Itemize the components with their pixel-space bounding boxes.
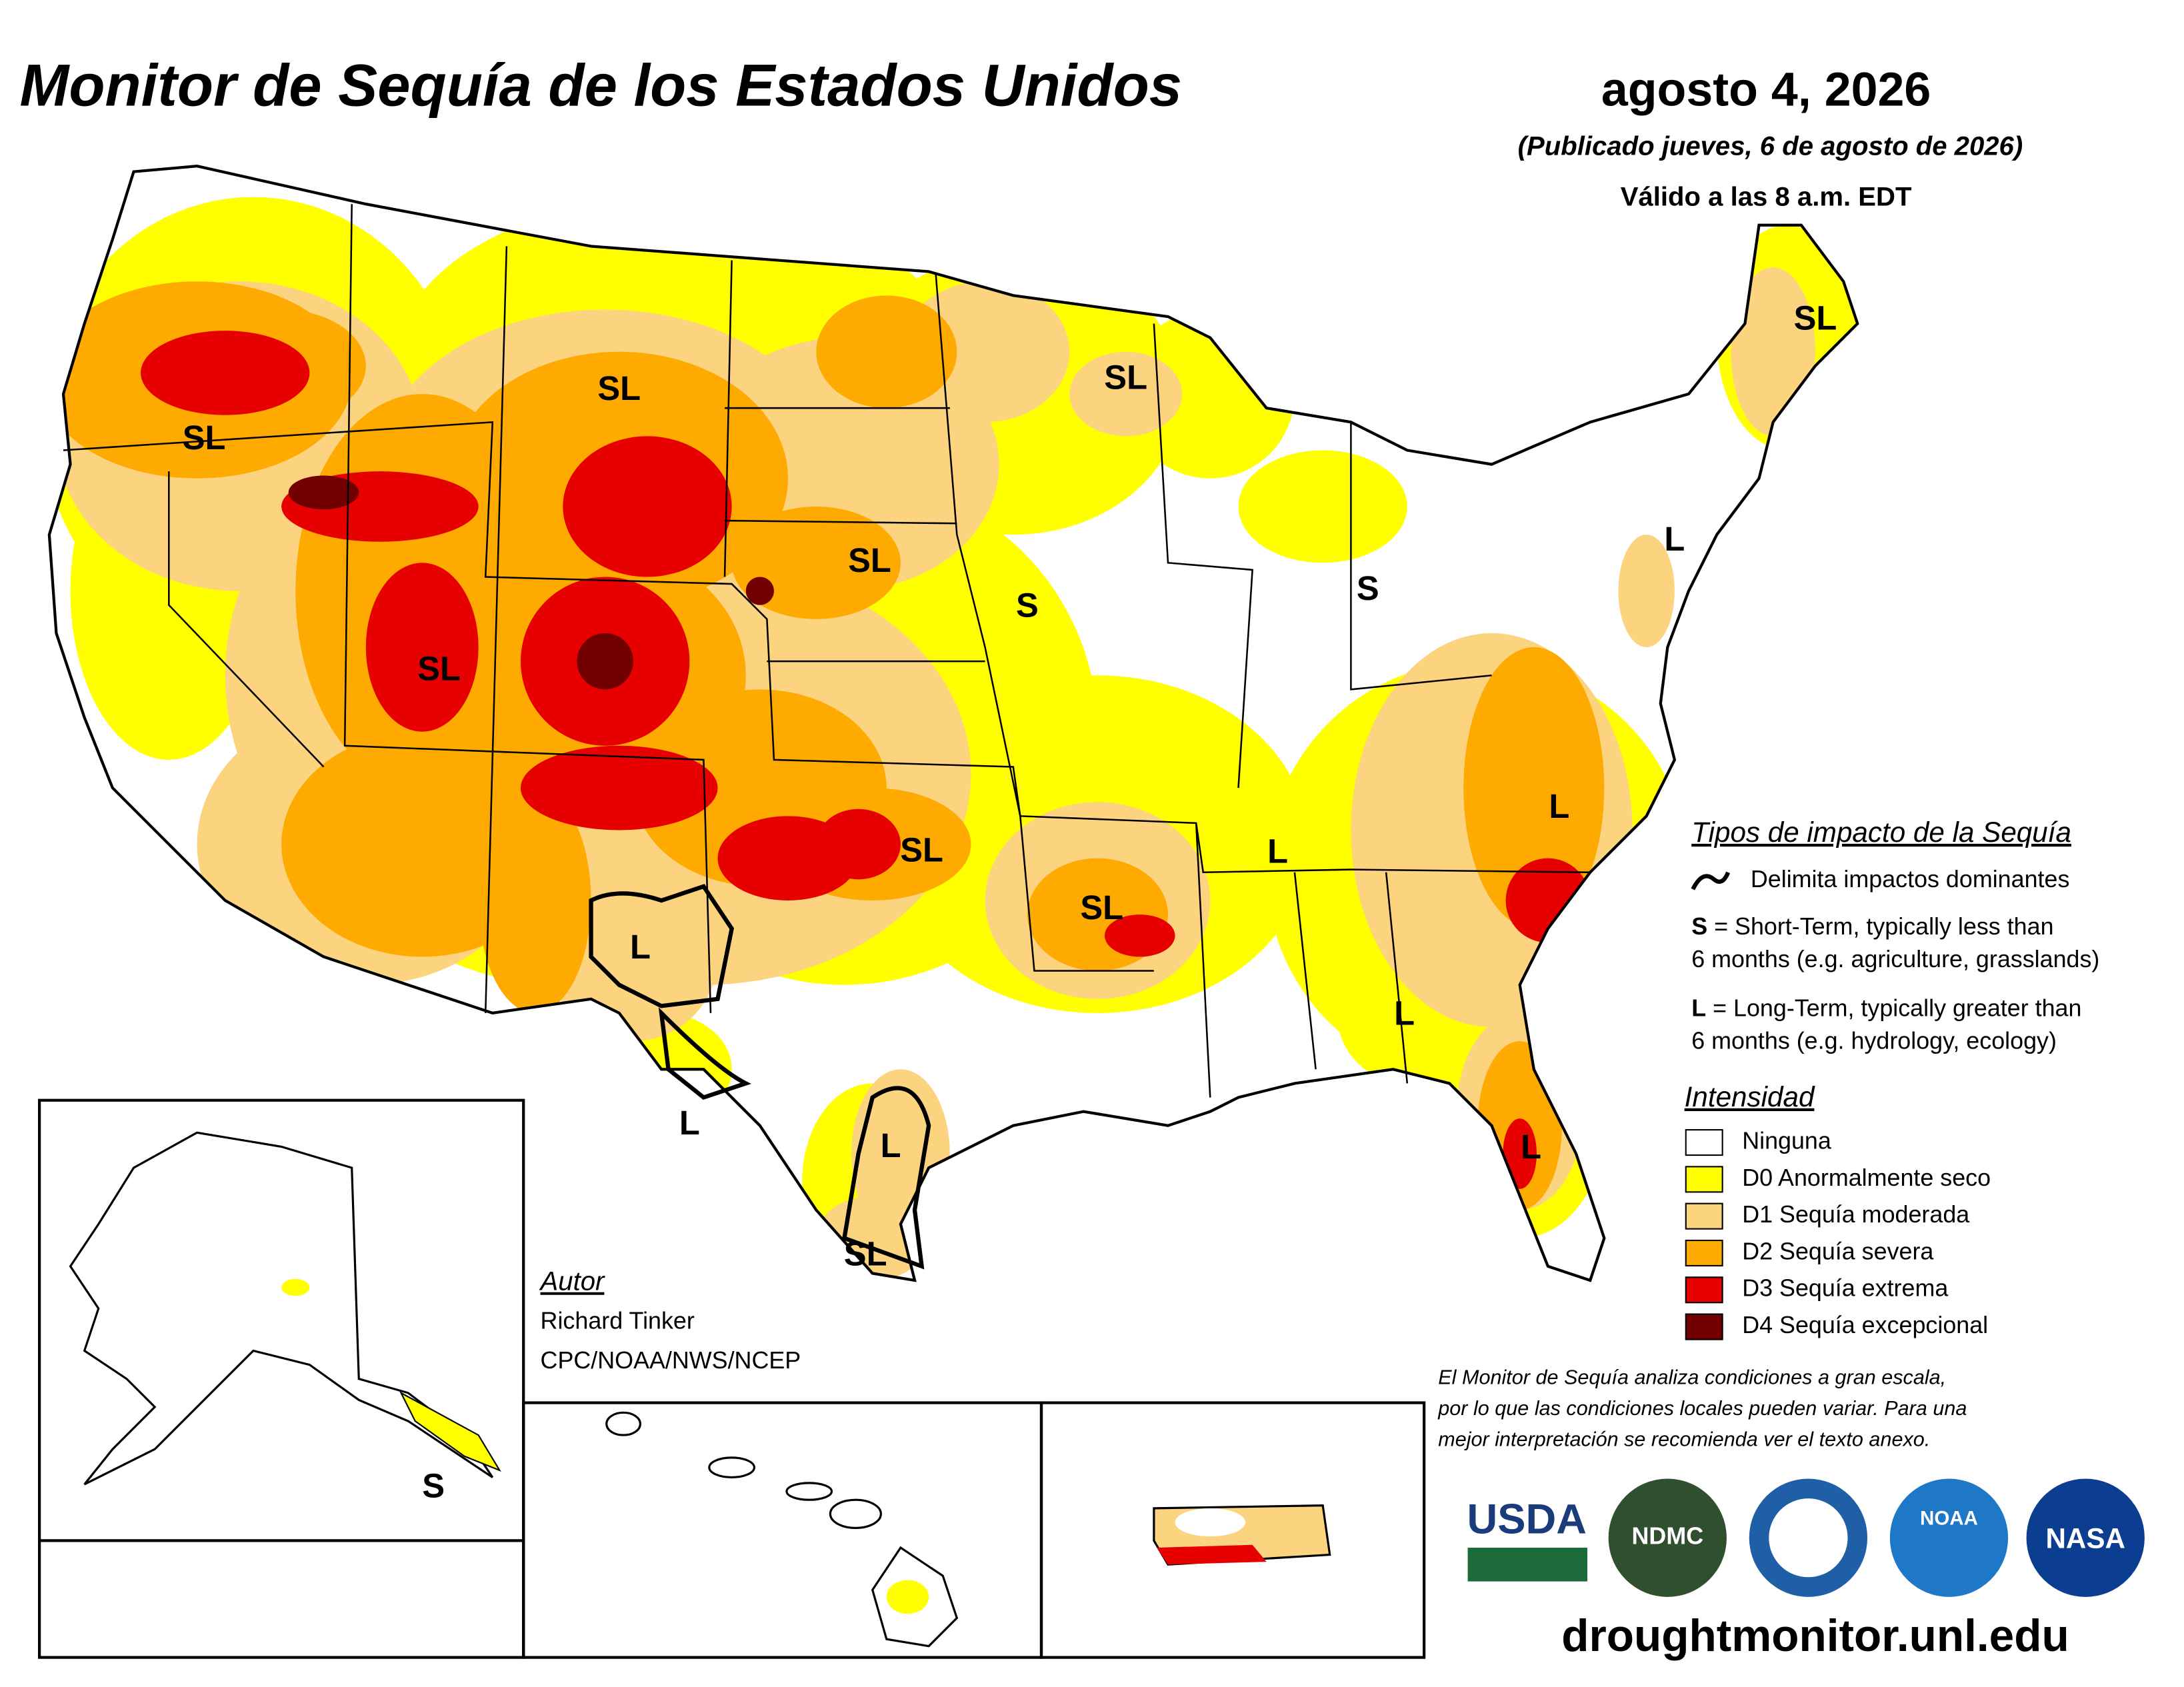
impact-label: L — [881, 1126, 901, 1164]
drought-area — [521, 745, 718, 831]
legend-swatch — [1685, 1202, 1723, 1230]
drought-area — [1238, 450, 1407, 563]
drought-area — [141, 331, 310, 415]
alaska-drought — [399, 1391, 501, 1472]
drought-area — [1104, 914, 1175, 957]
drought-area — [288, 475, 359, 510]
ndmc-logo-circle — [1608, 1478, 1727, 1597]
long-term-desc2: 6 months (e.g. hydrology, ecology) — [1691, 1028, 2057, 1054]
title: Monitor de Sequía de los Estados Unidos — [20, 53, 1182, 119]
legend-swatch — [1685, 1313, 1723, 1340]
impact-label: S — [1016, 586, 1039, 624]
legend-label: D1 Sequía moderada — [1742, 1201, 1969, 1228]
disclaimer-line: por lo que las condiciones locales puede… — [1437, 1397, 1967, 1420]
noaa-logo-circle — [1889, 1478, 2009, 1597]
state-borders — [63, 204, 1591, 1098]
impact-label: L — [630, 928, 651, 966]
nasa-logo: NASA — [2045, 1523, 2125, 1554]
legend-swatch — [1685, 1128, 1723, 1156]
website-url: droughtmonitor.unl.edu — [1561, 1611, 2069, 1661]
long-term-desc: = Long-Term, typically greater than — [1713, 995, 2081, 1022]
drought-area — [478, 788, 591, 1013]
usda-logo-bar — [1467, 1547, 1588, 1582]
puerto-rico-none — [1175, 1508, 1246, 1537]
published: (Publicado jueves, 6 de agosto de 2026) — [1518, 131, 2023, 161]
nasa-logo-circle — [2026, 1478, 2145, 1597]
ndmc-logo: NDMC — [1632, 1523, 1704, 1550]
impact-label: L — [1549, 787, 1569, 825]
short-term-text: S = Short-Term, typically less than — [1691, 914, 2053, 940]
impact-label: L — [1664, 520, 1685, 558]
intensity-legend-title: Intensidad — [1685, 1081, 1815, 1112]
puerto-rico-inset — [1039, 1401, 1426, 1659]
intensity-legend: Ninguna D0 Anormalmente seco D1 Sequía mod… — [1685, 1128, 1991, 1340]
impact-label: SL — [1080, 888, 1123, 926]
short-term-desc2: 6 months (e.g. agriculture, grasslands) — [1691, 946, 2099, 972]
impact-label: S — [422, 1467, 445, 1505]
author-title: Autor — [539, 1267, 605, 1296]
alaska-inset — [37, 1098, 525, 1659]
impact-label: L — [1394, 994, 1415, 1032]
impact-boundary — [589, 884, 734, 1008]
drought-area — [900, 281, 1070, 423]
impact-legend-title: Tipos de impacto de la Sequía — [1691, 817, 2071, 848]
impact-label: L — [1267, 833, 1288, 870]
drought-area — [1618, 535, 1675, 648]
long-term-text: L = Long-Term, typically greater than — [1691, 995, 2081, 1022]
impact-label: SL — [1104, 358, 1147, 396]
puerto-rico-drought — [1157, 1544, 1267, 1565]
impact-label: L — [679, 1104, 700, 1142]
hawaii-drought — [886, 1580, 929, 1614]
commerce-logo-inner — [1769, 1498, 1848, 1578]
alaska-drought — [281, 1278, 310, 1296]
disclaimer-line: El Monitor de Sequía analiza condiciones… — [1438, 1366, 1946, 1389]
drought-area — [1463, 647, 1605, 929]
impact-label: SL — [900, 831, 943, 869]
drought-area — [745, 577, 774, 605]
legend-label: D4 Sequía excepcional — [1742, 1312, 1988, 1338]
alaska — [69, 1131, 494, 1486]
impact-boundary — [658, 1007, 751, 1100]
drought-area — [365, 563, 479, 732]
date: agosto 4, 2026 — [1601, 63, 1931, 116]
delimiter-symbol — [1691, 871, 1731, 890]
disclaimer: El Monitor de Sequía analiza condiciones… — [1437, 1366, 1967, 1451]
us-outline — [47, 165, 1859, 1282]
impact-label: L — [1521, 1128, 1541, 1166]
usda-logo: USDA — [1467, 1496, 1587, 1543]
valid-time: Válido a las 8 a.m. EDT — [1621, 182, 1912, 211]
legend-label: D0 Anormalmente seco — [1742, 1164, 1991, 1191]
drought-area — [563, 436, 732, 577]
author-org: CPC/NOAA/NWS/NCEP — [541, 1347, 801, 1374]
legend-label: D2 Sequía severa — [1742, 1238, 1933, 1264]
author-name: Richard Tinker — [541, 1308, 695, 1334]
impact-label: SL — [1794, 299, 1837, 337]
impact-boundary — [841, 1086, 931, 1270]
delimiter-text: Delimita impactos dominantes — [1751, 866, 2070, 892]
long-term-key: L — [1691, 995, 1706, 1022]
disclaimer-line: mejor interpretación se recomienda ver e… — [1438, 1428, 1930, 1451]
legend-label: D3 Sequía extrema — [1742, 1275, 1948, 1302]
impact-label: S — [1357, 569, 1379, 607]
impact-label: SL — [597, 369, 641, 407]
drought-area — [577, 633, 633, 690]
legend-swatch — [1685, 1239, 1723, 1267]
legend-swatch — [1685, 1276, 1723, 1304]
drought-area — [816, 809, 901, 880]
noaa-logo: NOAA — [1920, 1508, 1978, 1530]
short-term-desc: = Short-Term, typically less than — [1714, 914, 2053, 940]
impact-label: SL — [183, 419, 226, 457]
impact-label: SL — [848, 541, 891, 579]
drought-area — [1069, 351, 1183, 437]
impact-label: SL — [417, 649, 461, 687]
logos: USDA NDMC NOAA NASA — [1467, 1478, 2145, 1597]
legend-label: Ninguna — [1742, 1128, 1831, 1154]
drought-areas — [49, 197, 1858, 1280]
short-term-key: S — [1691, 914, 1707, 940]
drought-area — [816, 295, 957, 409]
legend-swatch — [1685, 1166, 1723, 1193]
